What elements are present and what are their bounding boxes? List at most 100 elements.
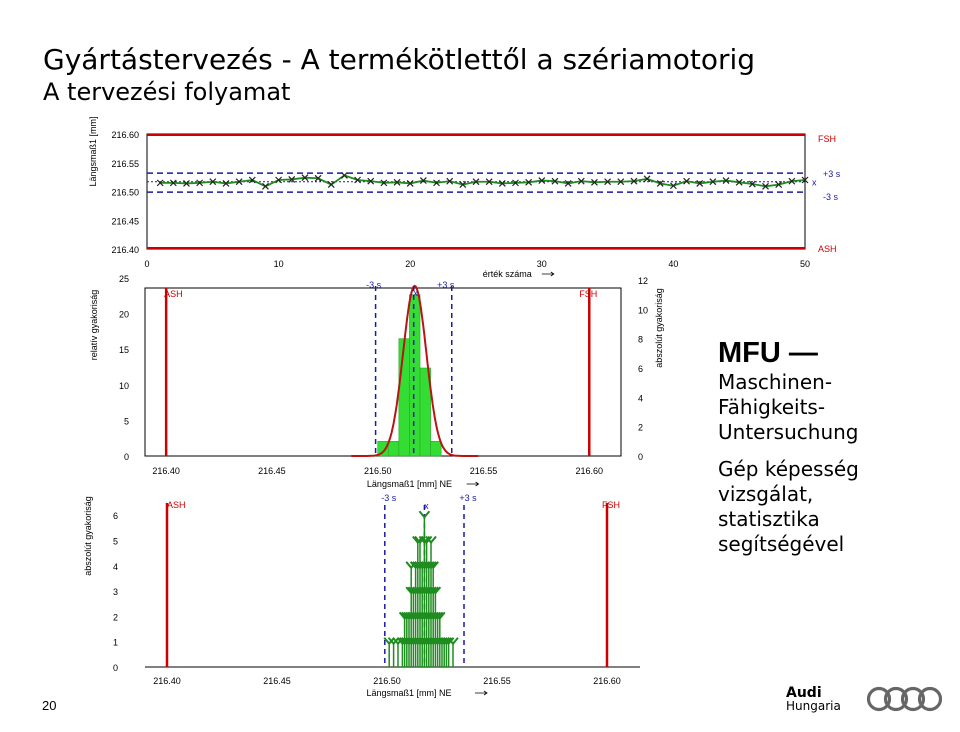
x-axis-label: Längsmaß1 [mm] NE (366, 688, 451, 698)
x-tick-label: 50 (800, 259, 810, 269)
data-point (196, 179, 204, 187)
x-tick-label: 20 (405, 259, 415, 269)
y-tick-right: 0 (638, 452, 643, 462)
count-mark (431, 611, 444, 620)
count-mark (427, 586, 439, 595)
description-line: statisztika (718, 507, 820, 531)
data-point (235, 178, 243, 186)
data-point (183, 180, 190, 187)
x-axis-label: Längsmaß1 [mm] NE (367, 479, 452, 489)
description-line: vizsgálat, (718, 482, 814, 506)
page-subtitle: A tervezési folyamat (43, 78, 291, 106)
data-point (485, 178, 493, 186)
axis-arrow (475, 690, 488, 696)
y-tick-right: 4 (638, 393, 643, 403)
count-mark (434, 611, 446, 620)
y-tick-label: 5 (113, 537, 118, 547)
data-point (788, 177, 796, 185)
description-line: segítségével (718, 532, 845, 556)
x-tick-label: 216.40 (153, 676, 181, 686)
y-tick-label: 216.45 (111, 216, 139, 226)
y-tick-label: 6 (113, 511, 118, 521)
data-point (775, 181, 783, 189)
data-point (327, 181, 335, 189)
description-line: Fähigkeits- (718, 395, 826, 419)
data-point (340, 171, 348, 179)
y-tick-left: 5 (124, 416, 129, 426)
data-point (512, 179, 519, 187)
x-tick-label: 216.50 (364, 466, 392, 476)
data-point (538, 177, 546, 184)
histogram-bar (430, 441, 442, 457)
y-tick-label: 216.40 (111, 245, 139, 255)
data-point (683, 177, 690, 185)
plus-3s-label: +3 s (437, 280, 455, 290)
histogram-bar (409, 294, 421, 457)
data-point (656, 180, 664, 187)
count-mark (442, 637, 455, 646)
data-point (591, 178, 598, 186)
x-tick-label: 0 (144, 259, 149, 269)
mean-label: x (424, 501, 429, 511)
count-mark (383, 637, 395, 646)
brand-region: Hungaria (786, 699, 841, 713)
count-mark (438, 637, 450, 646)
mean-label: x (413, 288, 418, 298)
histogram-bar (419, 367, 431, 457)
minus-3s-label: -3 s (381, 493, 397, 503)
data-point (735, 178, 743, 186)
ash-label: ASH (167, 500, 186, 510)
y-tick-right: 6 (638, 364, 643, 374)
count-mark (425, 535, 437, 545)
brand-name: Audi (786, 685, 822, 701)
count-mark (387, 637, 400, 646)
normal-curve (351, 284, 479, 457)
audi-rings-icon (866, 686, 942, 712)
description-line: Maschinen- (718, 370, 833, 394)
y-tick-label: 216.55 (111, 159, 139, 169)
legend-ash: ASH (818, 244, 837, 254)
y-axis-label: Längsmaß1 [mm] (88, 116, 98, 186)
description-line: Untersuchung (718, 420, 859, 444)
y-tick-left: 0 (124, 452, 129, 462)
legend-mean: x (812, 178, 817, 188)
data-point (551, 177, 559, 185)
description-line: Gép képesség (718, 457, 859, 481)
y-tick-label: 0 (113, 663, 118, 673)
data-point (169, 179, 177, 187)
data-point (801, 176, 809, 184)
fsh-label: FSH (579, 289, 597, 299)
x-tick-label: 216.45 (258, 466, 286, 476)
data-point (459, 181, 467, 189)
axis-arrow (466, 481, 480, 487)
legend-minus-3s: -3 s (823, 192, 839, 202)
data-point (209, 178, 217, 186)
count-mark (427, 561, 439, 570)
minus-3s-label: -3 s (366, 280, 382, 290)
page-title: Gyártástervezés - A termékötlettől a szé… (43, 43, 756, 76)
y-axis-label-right: abszolút gyakoriság (654, 288, 664, 368)
data-point (156, 179, 164, 187)
data-point (419, 177, 427, 184)
data-point (406, 180, 414, 187)
y-tick-left: 25 (119, 274, 129, 284)
x-tick-label: 216.50 (373, 676, 401, 686)
count-mark (447, 637, 459, 646)
data-point (577, 177, 585, 185)
y-tick-right: 8 (638, 335, 643, 345)
x-tick-label: 216.45 (263, 676, 291, 686)
data-point (762, 182, 769, 190)
data-point (722, 177, 730, 184)
data-point (630, 177, 638, 185)
data-point (275, 176, 283, 184)
data-point (472, 178, 480, 186)
fsh-label: FSH (602, 500, 620, 510)
count-mark (425, 586, 437, 595)
histogram-chart: ASH FSH -3 s x +3 s 216.40 216.45 216.50 216.55 2… (89, 274, 664, 489)
data-point (446, 177, 454, 185)
y-tick-right: 2 (638, 423, 643, 433)
run-chart: 216.60 216.55 216.50 216.45 216.40 0 10 20 30 40 5… (88, 116, 841, 279)
x-tick-label: 10 (274, 259, 284, 269)
histogram-bar (387, 441, 400, 457)
